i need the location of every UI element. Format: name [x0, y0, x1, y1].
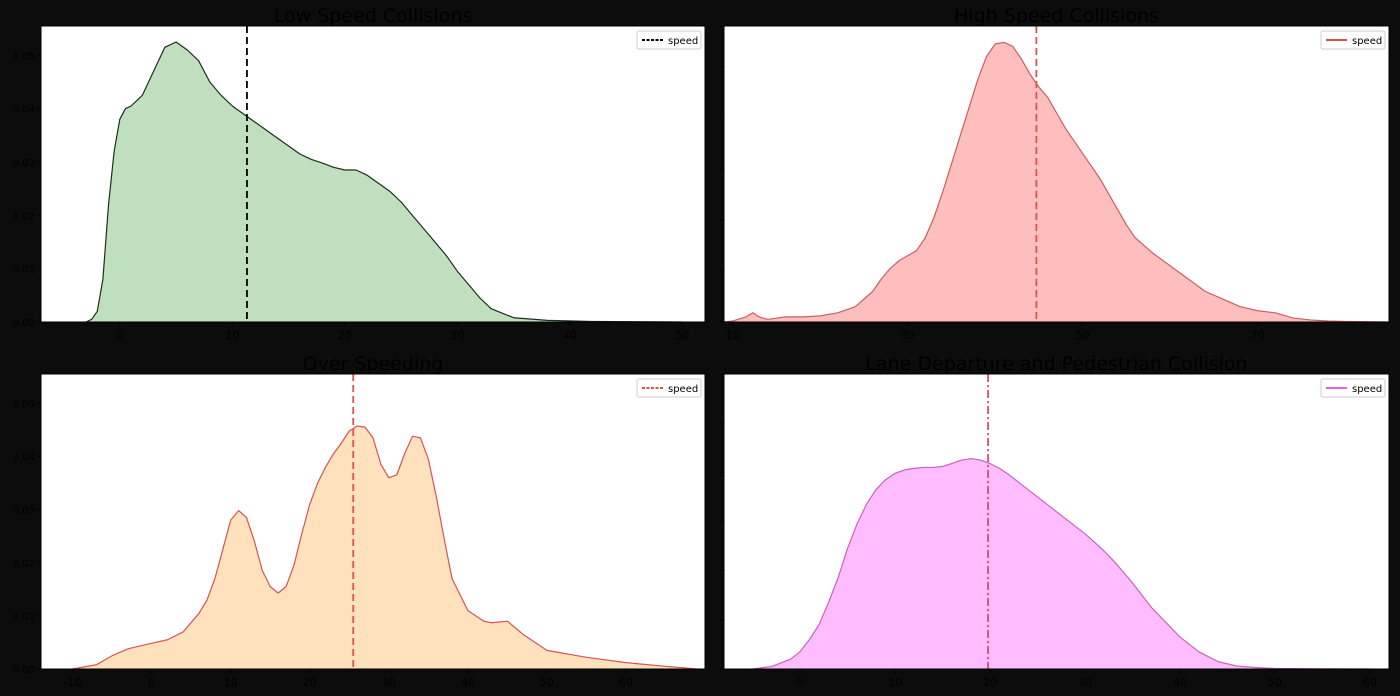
density-area: [86, 42, 683, 322]
x-tick-label: 30: [901, 329, 915, 342]
legend-box: [1320, 378, 1386, 398]
axes-frame: [723, 25, 1390, 323]
y-tick-label: 0.02: [13, 559, 35, 570]
legend-label: speed: [1352, 36, 1382, 47]
x-tick-label: 10: [726, 329, 740, 342]
axes-frame: [40, 373, 706, 670]
density-area: [72, 426, 698, 669]
legend-label: speed: [1352, 384, 1382, 395]
density-line: [752, 457, 1371, 669]
density-line: [724, 41, 1389, 322]
x-tick-label: 30: [450, 329, 464, 342]
x-tick-label: 50: [675, 329, 689, 342]
y-tick-label: 0.05: [13, 399, 35, 410]
plot-layer: [85, 26, 683, 322]
x-tick-label: 60: [619, 676, 633, 689]
legend: speed: [636, 378, 702, 398]
chart-title: Over Speeding: [303, 353, 444, 375]
x-tick-label: 40: [1173, 676, 1187, 689]
x-tick-label: 20: [338, 329, 352, 342]
y-tick-label: 0.05: [13, 51, 35, 62]
x-tick-label: 60: [1363, 676, 1377, 689]
x-tick-label: 70: [1251, 329, 1265, 342]
y-tick-label: 0.00: [13, 318, 35, 329]
plot-layer: [724, 26, 1389, 322]
x-tick-label: 20: [303, 676, 317, 689]
density-line: [85, 41, 683, 322]
density-area: [752, 458, 1370, 669]
y-tick-label: 0.02: [13, 211, 35, 222]
x-tick-label: -10: [64, 676, 82, 689]
panel-high-speed-collisions: 10 30 50 70 High Speed Collisions speed: [720, 5, 1390, 342]
x-tick-label: 0: [797, 676, 804, 689]
panel-low-speed-collisions: 0 10 20 30 40 50 0.00 0.01 0.02 0.03 0.04 0.05 Low S…: [13, 5, 706, 342]
x-tick-label: 50: [1268, 676, 1282, 689]
axes-frame: [40, 25, 706, 323]
y-tick-label: 0.01: [13, 612, 35, 623]
legend-label: speed: [668, 36, 698, 47]
chart-title: Low Speed Collisions: [274, 5, 473, 27]
x-tick-label: 50: [1076, 329, 1090, 342]
x-tick-label: 10: [224, 676, 238, 689]
chart-title: High Speed Collisions: [954, 5, 1159, 27]
x-tick-label: 0: [116, 329, 123, 342]
x-tick-label: 30: [1078, 676, 1092, 689]
legend-box: [1320, 30, 1386, 50]
y-tick-label: 0.04: [13, 452, 35, 463]
plot-layer: [72, 374, 698, 669]
y-tick-label: 0.04: [13, 105, 35, 116]
legend-box: [636, 378, 702, 398]
density-area: [724, 42, 1389, 322]
x-tick-label: 50: [540, 676, 554, 689]
legend: speed: [1320, 30, 1386, 50]
y-tick-label: 0.03: [13, 506, 35, 517]
legend-label: speed: [668, 384, 698, 395]
x-tick-label: 40: [461, 676, 475, 689]
density-line: [72, 425, 698, 669]
plot-layer: [752, 374, 1371, 669]
panel-over-speeding: -10 0 10 20 30 40 50 60 0.00 0.01 0.02 0.03 0.04 0.05…: [13, 353, 706, 689]
x-tick-label: 40: [563, 329, 577, 342]
legend: speed: [636, 30, 702, 50]
legend: speed: [1320, 378, 1386, 398]
y-tick-label: 0.03: [13, 158, 35, 169]
y-tick-label: 0.00: [13, 665, 35, 676]
chart-title: Lane Departure and Pedestrian Collision: [865, 353, 1247, 375]
x-tick-label: 20: [983, 676, 997, 689]
y-tick-label: 0.01: [13, 265, 35, 276]
x-tick-label: 10: [888, 676, 902, 689]
x-tick-label: 10: [225, 329, 239, 342]
panel-lane-departure-and-pedestrian-collision: 0 10 20 30 40 50 60 Lane Departure and Pedestri…: [720, 353, 1390, 689]
legend-box: [636, 30, 702, 50]
x-tick-label: 30: [382, 676, 396, 689]
x-tick-label: 0: [148, 676, 155, 689]
